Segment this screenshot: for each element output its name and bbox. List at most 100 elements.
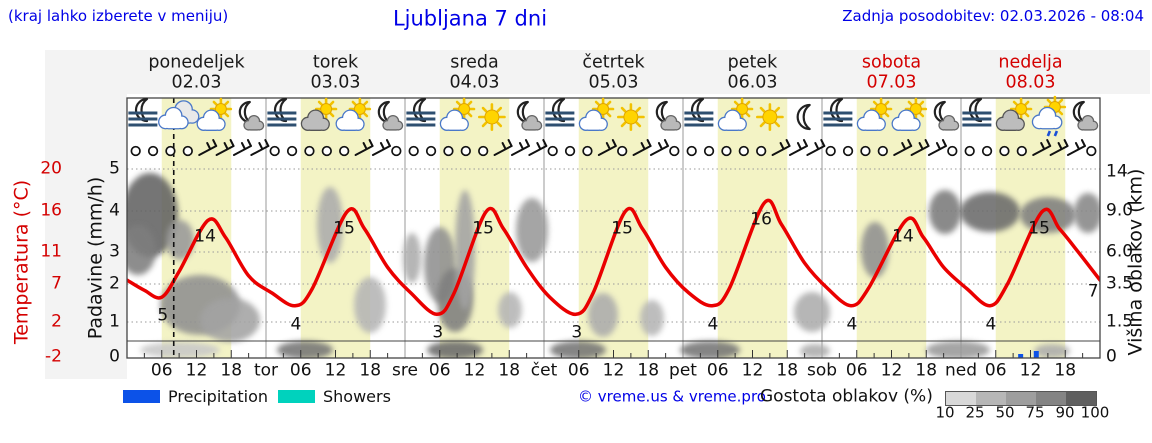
weather-icon-moonfog [823,97,853,127]
precipitation-bar [1018,354,1024,358]
cloud-tick-label: 1.5 [1106,311,1134,332]
weather-icon-mooncloud [1072,100,1099,131]
density-tick-label: 10 [935,403,955,422]
wind-symbol-calm [686,145,697,157]
cloud-tick-label: 9.0 [1106,200,1134,221]
cloud-blob [861,222,889,278]
temp-extreme-label: 4 [985,314,997,335]
day-abbr-label: sob [806,360,838,381]
cloud-blob [277,341,333,358]
weather-icon-moonfog [962,97,992,127]
day-date-label: 03.03 [310,72,361,93]
temp-extreme-label: 4 [290,314,302,335]
weather-icon-mooncloud [655,100,682,131]
density-tick-label: 100 [1080,403,1110,422]
cloud-tick-label: 3.5 [1106,273,1134,294]
day-date-label: 04.03 [449,72,500,93]
wind-symbol-calm [425,145,437,157]
day-date-label: 07.03 [866,72,917,93]
day-date-label: 05.03 [588,72,639,93]
hour-label: 18 [220,360,243,381]
wind-symbol-barb [788,139,808,156]
wind-symbol-barb [771,139,791,156]
day-name-label: nedelja [998,52,1063,73]
menu-hint: (kraj lahko izberete v meniju) [8,7,229,25]
day-abbr-label: sre [392,360,418,381]
wind-symbol-barb [893,139,913,156]
temperature-curve [127,198,1100,317]
day-date-label: 08.03 [1005,72,1056,93]
cloud-blob [794,292,830,332]
day-name-label: sobota [861,52,922,73]
cloud-blob [588,293,618,337]
wind-symbol-calm [877,145,888,157]
density-scale-segment [946,392,976,405]
cloud-blob [516,198,548,262]
cloud-blob [427,341,483,358]
cloud-blob [550,341,606,358]
wind-symbol-barb [1049,139,1069,156]
temp-tick-label: 16 [40,200,62,221]
weather-icon-moonfog [684,97,714,127]
density-tick-label: 50 [995,403,1015,422]
weather-icon-suncloud [856,97,893,131]
weather-icon-suncloud [439,97,476,131]
wind-symbol-calm [860,145,871,157]
weather-icon-moonfog [267,97,297,127]
wind-symbol-barb [528,139,548,156]
temp-extreme-label: 16 [750,209,772,230]
cloud-blob [800,344,830,358]
weather-icon-sun [616,103,645,131]
cloud-blob [929,190,961,234]
wind-symbol-calm [443,145,454,157]
temp-extreme-label: 15 [1028,218,1050,239]
day-name-label: sreda [450,52,499,73]
density-scale-segment [1036,392,1066,405]
wind-symbol-calm [286,145,298,157]
wind-symbol-calm [756,145,767,157]
precip-tick-label: 4 [109,200,120,221]
precip-tick-label: 5 [109,158,120,179]
wind-symbol-calm [825,145,836,157]
cloud-blob [317,187,343,263]
hour-label: 06 [984,360,1007,381]
cloud-blob [680,341,740,358]
weather-icon-suncloud [717,97,754,131]
day-date-label: 02.03 [171,72,222,93]
wind-symbol-calm [1086,145,1097,157]
plot-frame [126,97,1101,359]
hour-label: 06 [150,360,173,381]
last-update: Zadnja posodobitev: 02.03.2026 - 08:04 [842,7,1144,25]
temp-extreme-label: 7 [1087,281,1099,302]
weather-icon-mooncloud [933,100,960,131]
wind-symbol-calm [460,145,471,157]
copyright-link[interactable]: © vreme.us & vreme.pro [578,387,766,406]
hour-label: 18 [637,360,660,381]
weather-icon-sungray [300,97,338,131]
wind-symbol-calm [478,145,489,157]
temp-extreme-label: 3 [571,322,583,343]
wind-symbol-calm [947,145,958,157]
wind-symbol-calm [339,145,350,157]
weather-icon-mooncloud [377,100,404,131]
cloud-tick-label: 14 [1106,161,1128,182]
wind-symbol-calm [738,145,749,157]
cloud-tick-label: 6.0 [1106,241,1134,262]
weather-icon-mooncloud [516,100,543,131]
density-scale-segment [1066,392,1096,405]
cloud-blob [127,225,156,275]
hour-label: 06 [845,360,868,381]
wind-symbol-barb [927,139,947,156]
wind-symbol-calm [842,145,854,157]
wind-symbol-calm [304,145,315,157]
cloud-blob [403,233,421,283]
cloud-blob [166,220,194,260]
wind-symbol-calm [182,145,193,157]
precip-tick-label: 3 [109,241,120,262]
weather-icon-sunrain [1031,95,1067,137]
wind-symbol-calm [321,145,332,157]
hour-label: 18 [1054,360,1077,381]
temp-tick-label: 11 [40,241,62,262]
wind-symbol-calm [617,145,628,157]
